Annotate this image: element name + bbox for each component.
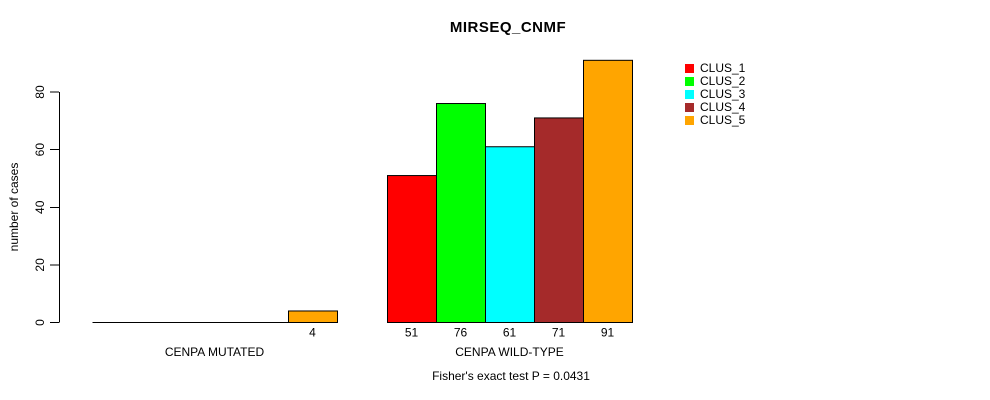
legend-label: CLUS_1 (700, 61, 746, 75)
category-label-cenpa-wild-type: CENPA WILD-TYPE (455, 345, 563, 359)
bar-clus_1-cenpa-wild-type (387, 175, 437, 323)
legend-swatch-clus_1 (685, 64, 694, 73)
y-axis-tick-label: 60 (33, 143, 47, 157)
y-axis-tick-label: 20 (33, 258, 47, 272)
bar-clus_4-cenpa-wild-type (534, 117, 584, 324)
statistical-test-annotation: Fisher's exact test P = 0.0431 (432, 369, 590, 383)
chart-title: MIRSEQ_CNMF (449, 19, 567, 36)
bar-clus_3-cenpa-wild-type (485, 146, 535, 323)
bar-value-label: 91 (601, 326, 615, 340)
legend-label: CLUS_2 (700, 74, 746, 88)
bar-value-label: 71 (552, 326, 566, 340)
bar-value-label: 61 (503, 326, 517, 340)
category-label-cenpa-mutated: CENPA MUTATED (165, 345, 265, 359)
y-axis-tick-label: 80 (33, 85, 47, 99)
y-axis-tick-label: 40 (33, 200, 47, 214)
legend-swatch-clus_4 (685, 103, 694, 112)
legend-item-clus_3: CLUS_3 (685, 88, 745, 101)
bar-value-label: 76 (454, 326, 468, 340)
legend-label: CLUS_4 (700, 100, 746, 114)
legend-item-clus_4: CLUS_4 (685, 101, 745, 114)
legend-label: CLUS_5 (700, 113, 746, 127)
bar-value-label: 4 (309, 326, 316, 340)
legend-swatch-clus_5 (685, 116, 694, 125)
y-axis-tick-label: 0 (33, 319, 47, 326)
bar-clus_2-cenpa-wild-type (436, 103, 486, 324)
legend-swatch-clus_2 (685, 77, 694, 86)
legend-item-clus_1: CLUS_1 (685, 62, 745, 75)
bar-value-label: 51 (405, 326, 419, 340)
legend-swatch-clus_3 (685, 90, 694, 99)
legend-item-clus_2: CLUS_2 (685, 75, 745, 88)
bar-clus_5-cenpa-wild-type (583, 59, 633, 324)
legend-label: CLUS_3 (700, 87, 746, 101)
legend: CLUS_1 CLUS_2 CLUS_3 CLUS_4 CLUS_5 (685, 62, 745, 127)
legend-item-clus_5: CLUS_5 (685, 114, 745, 127)
bar-clus_5-cenpa-mutated (288, 310, 338, 324)
